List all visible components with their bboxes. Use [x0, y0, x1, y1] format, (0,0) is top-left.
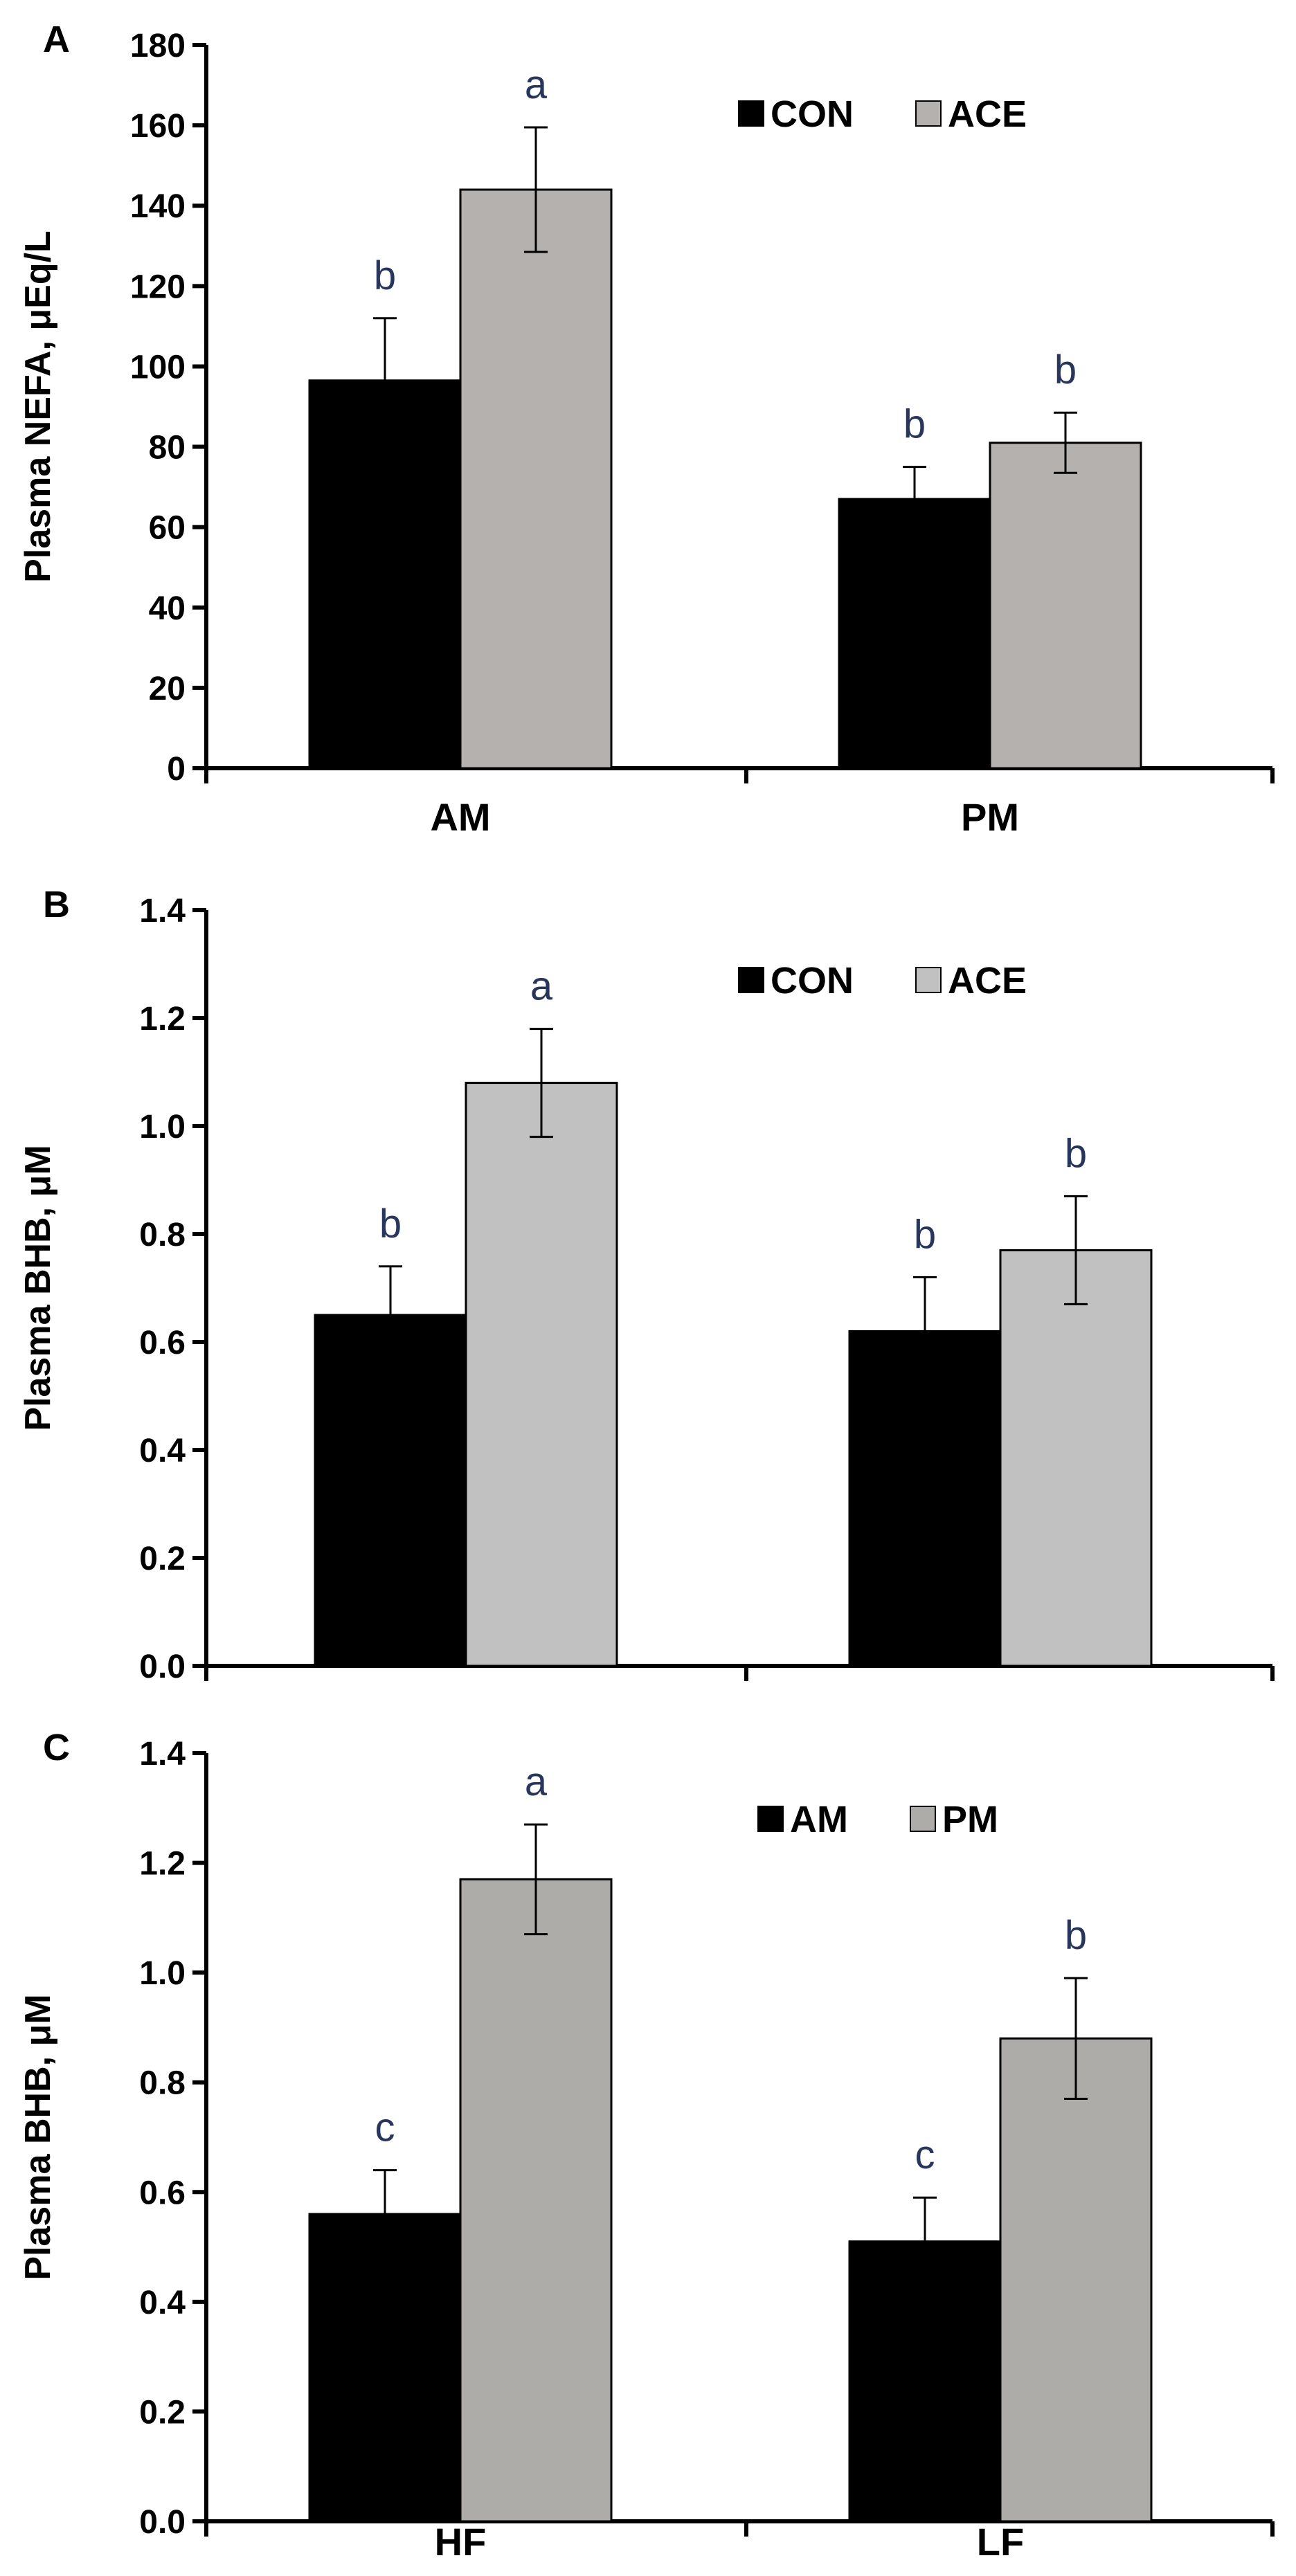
significance-label: b	[1054, 347, 1077, 392]
bar-pm-1	[459, 1878, 613, 2523]
y-tick-label: 0.2	[139, 2394, 186, 2431]
y-tick-label: 40	[149, 590, 186, 627]
bar-con-2	[838, 498, 991, 770]
legend-label-con: CON	[771, 93, 854, 135]
legend-swatch-ace	[915, 967, 942, 993]
legend-label-ace: ACE	[948, 960, 1027, 1001]
y-tick-label: 0.6	[139, 1325, 186, 1361]
bar-ace-1	[459, 188, 613, 770]
panel-letter: C	[43, 1727, 70, 1768]
legend: CON ACE	[738, 93, 1027, 135]
bar-ace-2	[989, 442, 1142, 770]
bar-ace-2	[999, 1249, 1153, 1667]
y-tick-label: 0.2	[139, 1541, 186, 1577]
bar-con-1	[314, 1314, 467, 1667]
y-tick-label: 0.4	[139, 1433, 186, 1469]
category-label: AM	[430, 795, 490, 839]
y-tick-label: 20	[149, 671, 186, 707]
y-tick-label: 140	[130, 188, 186, 225]
y-tick-label: 0.0	[139, 1649, 186, 1685]
category-label: LF	[977, 2520, 1024, 2564]
legend-label-pm: PM	[942, 1799, 998, 1840]
y-tick-label: 0.8	[139, 2065, 186, 2102]
legend-swatch-pm	[910, 1806, 936, 1832]
significance-label: a	[525, 1759, 548, 1804]
y-tick-label: 0	[167, 751, 186, 788]
significance-label: b	[903, 402, 926, 447]
y-tick-label: 1.0	[139, 1109, 186, 1145]
bar-con-1	[308, 379, 462, 770]
legend-swatch-con	[738, 967, 764, 993]
legend-swatch-ace	[915, 100, 942, 127]
significance-label: a	[525, 62, 548, 107]
y-tick-label: 80	[149, 430, 186, 466]
y-tick-label: 0.8	[139, 1217, 186, 1253]
chart-panel-c: C Plasma BHB, μM 0.0 0.2 0.4 0.6 0.8 1.0 1.2 1.4 c…	[18, 1727, 1275, 2564]
significance-label: a	[530, 964, 553, 1009]
significance-label: b	[379, 1201, 402, 1246]
significance-label: b	[1065, 1913, 1087, 1958]
legend-label-am: AM	[790, 1799, 848, 1840]
y-tick-label: 180	[130, 28, 186, 64]
y-tick-label: 0.6	[139, 2175, 186, 2211]
legend: AM PM	[757, 1799, 998, 1840]
significance-label: b	[914, 1212, 936, 1257]
bar-ace-1	[465, 1082, 618, 1667]
significance-label: b	[374, 253, 396, 298]
category-label: HF	[435, 2520, 487, 2564]
legend-swatch-con	[738, 100, 764, 127]
y-tick-label: 160	[130, 108, 186, 145]
panel-letter: A	[43, 19, 70, 60]
significance-label: c	[375, 2105, 395, 2150]
y-tick-label: 1.4	[139, 1736, 186, 1772]
legend: CON ACE	[738, 960, 1027, 1001]
chart-panel-a: A Plasma NEFA, μEq/L 0 20 40 60 80 100 120 140 160…	[18, 19, 1275, 839]
y-tick-label: 100	[130, 349, 186, 386]
y-tick-label: 1.4	[139, 893, 186, 929]
y-tick-label: 1.2	[139, 1001, 186, 1037]
y-tick-label: 0.4	[139, 2285, 186, 2321]
significance-label: c	[915, 2132, 935, 2177]
chart-panel-b: B Plasma BHB, μM 0.0 0.2 0.4 0.6 0.8 1.0 1.2 1.4 b…	[18, 884, 1275, 1685]
y-axis-label: Plasma BHB, μM	[18, 1994, 58, 2280]
y-tick-label: 120	[130, 269, 186, 305]
bar-pm-2	[999, 2037, 1153, 2523]
y-axis-label: Plasma BHB, μM	[18, 1145, 58, 1431]
legend-swatch-am	[757, 1806, 784, 1832]
y-tick-label: 0.0	[139, 2504, 186, 2541]
y-axis-label: Plasma NEFA, μEq/L	[18, 230, 58, 583]
legend-label-ace: ACE	[948, 93, 1027, 135]
legend-label-con: CON	[771, 960, 854, 1001]
bar-con-2	[848, 1330, 1002, 1667]
y-tick-label: 1.2	[139, 1846, 186, 1883]
y-tick-label: 1.0	[139, 1955, 186, 1992]
significance-label: b	[1065, 1131, 1087, 1176]
category-label: PM	[961, 795, 1019, 839]
panel-letter: B	[43, 884, 70, 925]
bar-am-1	[308, 2213, 462, 2523]
y-tick-label: 60	[149, 510, 186, 547]
